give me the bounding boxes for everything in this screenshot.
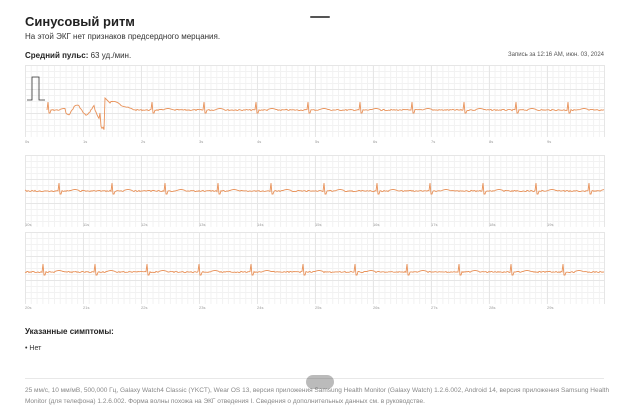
time-tick: 8s: [489, 139, 494, 144]
time-tick: 22s: [141, 305, 148, 310]
time-tick: 18s: [489, 222, 496, 227]
time-tick: 26s: [373, 305, 380, 310]
time-tick: 14s: [257, 222, 264, 227]
time-tick: 0s: [25, 139, 30, 144]
time-tick: 4s: [257, 139, 262, 144]
calibration-pulse: [27, 76, 45, 101]
record-timestamp: Запись за 12:16 AM, июн. 03, 2024: [508, 52, 604, 58]
time-tick: 7s: [431, 139, 436, 144]
ecg-waveform-3: [24, 263, 605, 276]
time-tick: 19s: [547, 222, 554, 227]
ecg-time-axis-1: 0s 1s 2s 3s 4s 5s 6s 7s 8s 9s: [25, 139, 604, 147]
scroll-indicator[interactable]: [306, 375, 334, 389]
time-tick: 20s: [25, 305, 32, 310]
time-tick: 23s: [199, 305, 206, 310]
time-tick: 6s: [373, 139, 378, 144]
ecg-trace-1: [27, 76, 605, 130]
time-tick: 2s: [141, 139, 146, 144]
time-tick: 29s: [547, 305, 554, 310]
drag-handle[interactable]: [310, 16, 330, 18]
ecg-strip-3: [24, 232, 605, 304]
divider: [25, 378, 604, 379]
time-tick: 10s: [25, 222, 32, 227]
ecg-waveform-2: [24, 182, 605, 195]
ecg-waveform-1: [46, 96, 605, 130]
average-pulse-label: Средний пульс:: [25, 51, 89, 60]
time-tick: 3s: [199, 139, 204, 144]
time-tick: 27s: [431, 305, 438, 310]
time-tick: 5s: [315, 139, 320, 144]
time-tick: 15s: [315, 222, 322, 227]
time-tick: 21s: [83, 305, 90, 310]
symptoms-heading: Указанные симптомы:: [25, 327, 114, 336]
time-tick: 28s: [489, 305, 496, 310]
ecg-trace-3: [24, 263, 605, 276]
time-tick: 13s: [199, 222, 206, 227]
ecg-time-axis-3: 20s 21s 22s 23s 24s 25s 26s 27s 28s 29s: [25, 305, 604, 313]
ecg-time-axis-2: 10s 11s 12s 13s 14s 15s 16s 17s 18s 19s: [25, 222, 604, 230]
time-tick: 16s: [373, 222, 380, 227]
time-tick: 24s: [257, 305, 264, 310]
symptom-item-label: Нет: [29, 345, 42, 352]
ecg-strip-2: [24, 155, 605, 227]
time-tick: 11s: [83, 222, 90, 227]
time-tick: 25s: [315, 305, 322, 310]
ecg-strip-1: [25, 65, 605, 137]
time-tick: 17s: [431, 222, 438, 227]
time-tick: 1s: [83, 139, 88, 144]
page-title: Синусовый ритм: [25, 14, 135, 29]
page-subtitle: На этой ЭКГ нет признаков предсердного м…: [25, 32, 221, 41]
average-pulse: Средний пульс: 63 уд./мин.: [25, 51, 131, 60]
average-pulse-value: 63 уд./мин.: [90, 51, 132, 60]
time-tick: 12s: [141, 222, 148, 227]
symptom-item: • Нет: [25, 345, 42, 352]
ecg-trace-2: [24, 182, 605, 195]
time-tick: 9s: [547, 139, 552, 144]
